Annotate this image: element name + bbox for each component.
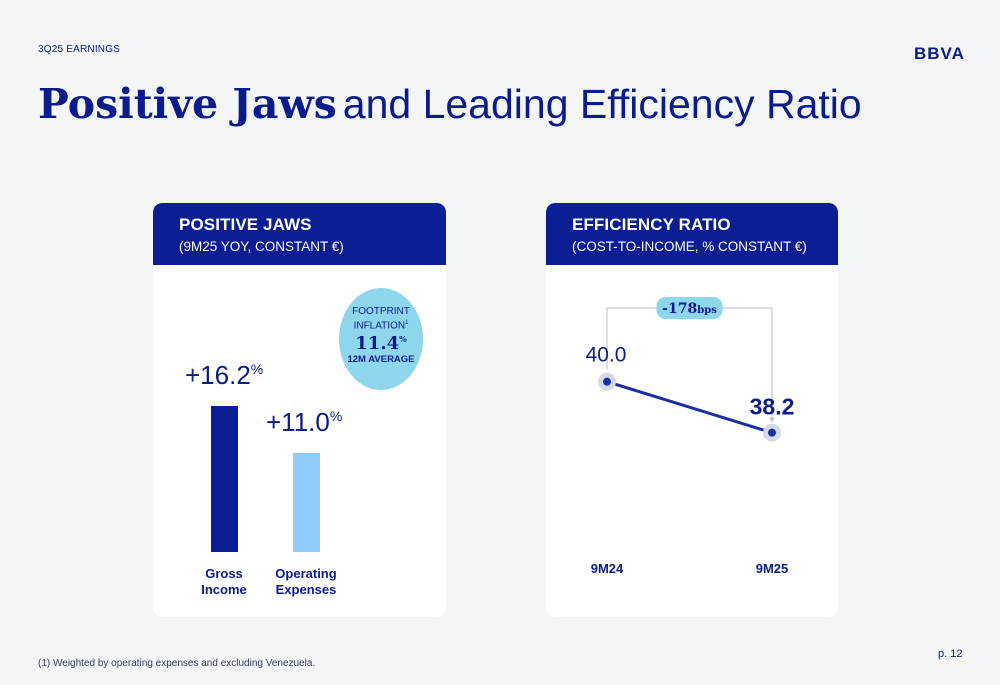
x-tick-9m25: 9M25 — [756, 561, 789, 576]
delta-arrowhead — [769, 417, 775, 423]
footprint-inflation-badge: FOOTPRINT INFLATION1 11.4% 12M AVERAGE — [339, 288, 423, 390]
efficiency-ratio-chart: -178bps 40.0 9M24 38.2 9M25 — [586, 297, 795, 576]
page-title-bold: Positive Jaws — [38, 80, 337, 128]
badge-line2: INFLATION1 — [339, 318, 423, 331]
delta-unit: bps — [697, 305, 717, 316]
positive-jaws-subtitle: (9M25 YOY, CONSTANT €) — [179, 239, 344, 254]
positive-jaws-panel: POSITIVE JAWS (9M25 YOY, CONSTANT €) FOO… — [153, 203, 446, 617]
page-title: Positive Jaws and Leading Efficiency Rati… — [38, 80, 862, 128]
badge-value-unit: % — [399, 334, 407, 345]
page-number: p. 12 — [938, 648, 963, 660]
report-label: 3Q25 EARNINGS — [38, 44, 121, 55]
efficiency-ratio-subtitle: (COST-TO-INCOME, % CONSTANT €) — [572, 239, 807, 254]
bbva-logo: BBVA — [914, 44, 965, 63]
bar-value-gross-income: +16.2% — [185, 360, 263, 391]
footnote: (1) Weighted by operating expenses and e… — [38, 658, 316, 669]
delta-pill — [656, 297, 723, 319]
bar-label-operating-expenses: Operating Expenses — [261, 566, 351, 598]
efficiency-ratio-header: EFFICIENCY RATIO (COST-TO-INCOME, % CONS… — [546, 203, 838, 265]
badge-value: 11.4% — [339, 333, 423, 354]
positive-jaws-title: POSITIVE JAWS — [179, 215, 312, 234]
efficiency-ratio-panel: EFFICIENCY RATIO (COST-TO-INCOME, % CONS… — [546, 203, 838, 617]
bar-label-gross-income-line2: Income — [201, 582, 247, 597]
bar-value-operating-expenses-unit: % — [329, 407, 343, 424]
bar-operating-expenses — [292, 452, 320, 552]
efficiency-ratio-title: EFFICIENCY RATIO — [572, 215, 731, 234]
x-tick-9m24: 9M24 — [591, 561, 624, 576]
data-label-9m24: 40.0 — [586, 344, 627, 367]
positive-jaws-header: POSITIVE JAWS (9M25 YOY, CONSTANT €) — [153, 203, 446, 265]
data-label-9m25: 38.2 — [750, 394, 795, 420]
badge-caption: 12M AVERAGE — [347, 354, 415, 366]
bar-gross-income — [210, 406, 238, 552]
badge-line2-text: INFLATION — [353, 320, 406, 332]
point-9m25 — [768, 428, 776, 437]
bar-label-operating-expenses-line1: Operating — [275, 566, 337, 581]
bar-label-gross-income: Gross Income — [179, 566, 269, 598]
bar-value-gross-income-unit: % — [250, 361, 264, 377]
bar-label-operating-expenses-line2: Expenses — [275, 582, 337, 597]
delta-value: -178 — [662, 301, 697, 317]
page-title-regular: and Leading Efficiency Ratio — [342, 81, 862, 127]
point-9m24 — [603, 377, 611, 386]
bar-value-gross-income-number: +16.2 — [185, 360, 251, 390]
badge-line1: FOOTPRINT — [352, 306, 410, 317]
bar-value-operating-expenses-number: +11.0 — [266, 406, 330, 437]
badge-footnote-ref: 1 — [405, 320, 409, 326]
bar-label-gross-income-line1: Gross — [205, 566, 243, 581]
badge-value-number: 11.4 — [355, 333, 400, 355]
delta-annotation: -178bps — [662, 301, 717, 317]
bar-value-operating-expenses: +11.0% — [266, 407, 342, 438]
efficiency-series-line — [605, 380, 774, 435]
delta-bracket — [606, 307, 773, 419]
